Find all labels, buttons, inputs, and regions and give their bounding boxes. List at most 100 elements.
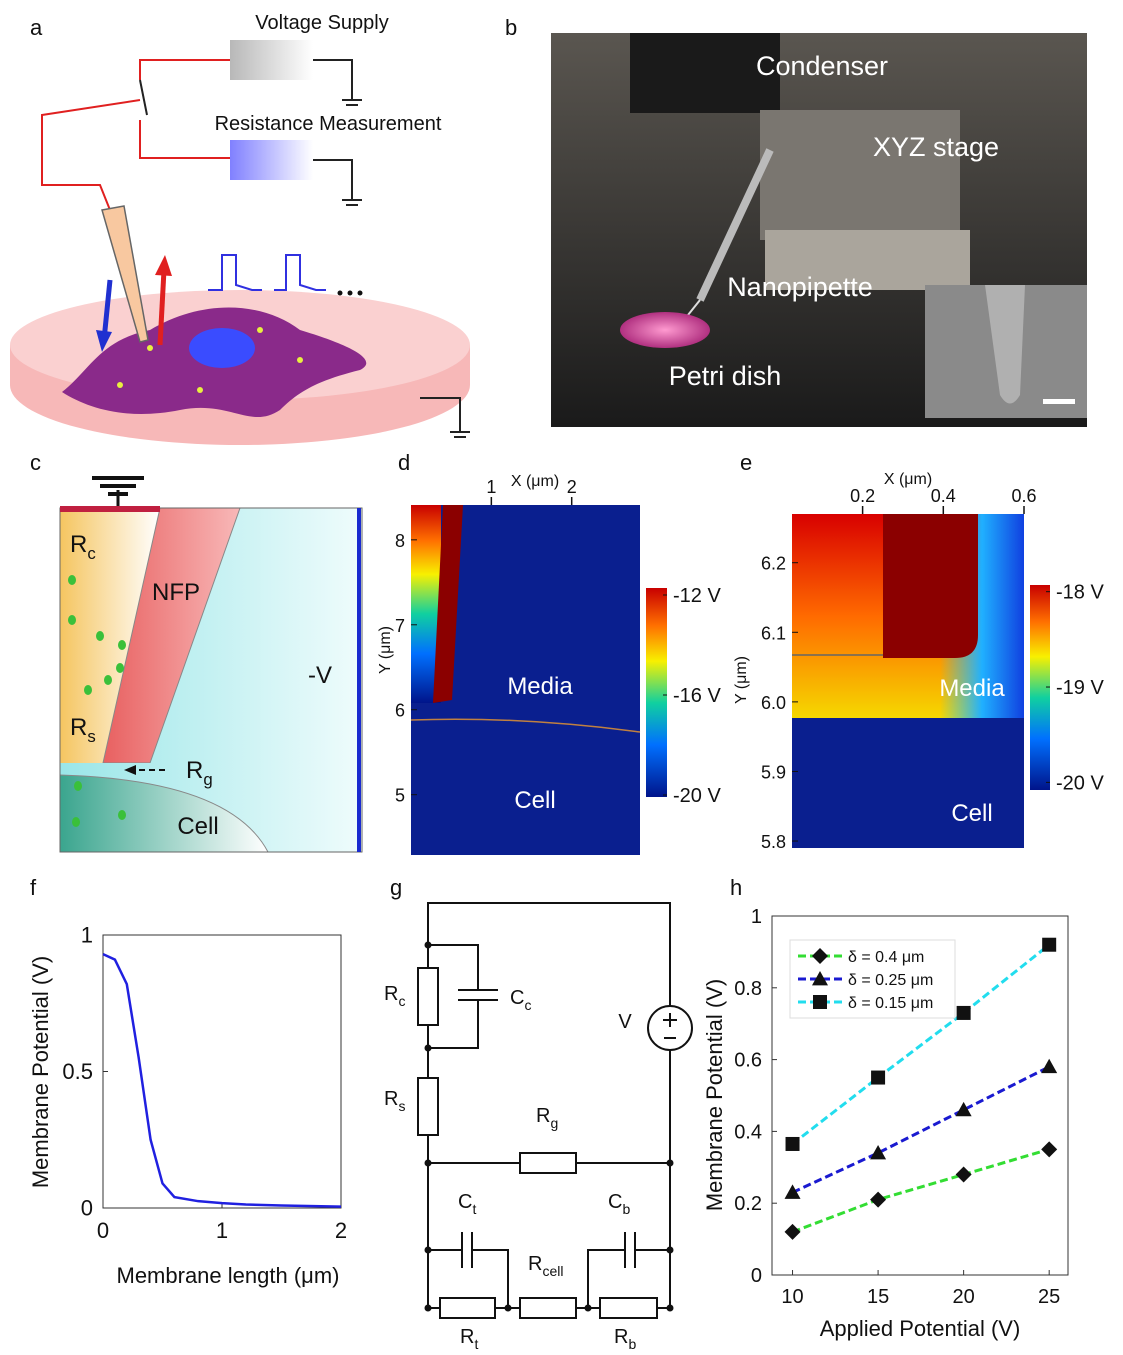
marker [785,1184,801,1198]
panel-label: g [390,875,402,900]
circuit-label: Rs [384,1088,405,1114]
panel-label: e [740,450,752,475]
panel-label: b [505,15,517,40]
panel-g-circuit [418,903,692,1318]
circuit-label-sub: s [398,1098,405,1114]
y-tick-label: 0.6 [734,1050,762,1072]
panel-b-photo [551,33,1087,427]
marker [785,1224,801,1240]
colorbar-tick-label: -18 V [1056,582,1104,604]
x-tick-label: 10 [781,1286,803,1308]
marker [956,1102,972,1116]
circuit-label: Cc [510,987,531,1013]
y-tick-label: 0 [751,1265,762,1287]
circuit-label: Cb [608,1191,630,1217]
marker [1041,1059,1057,1073]
circuit-label-base: R [614,1326,628,1348]
y-tick-label: 7 [395,616,405,636]
circuit-label-base: C [608,1191,622,1213]
panel-label: d [398,450,410,475]
circuit-label-base: C [458,1191,472,1213]
y-axis-label: Membrane Potential (V) [702,979,727,1211]
circuit-label-sub: t [474,1336,478,1352]
circuit-label-sub: c [398,993,405,1009]
schematic-label: -V [308,662,332,689]
photo-label: Petri dish [669,361,782,391]
marker [786,1137,800,1151]
y-tick-label: 1 [751,906,762,928]
circuit-label-sub: cell [542,1263,563,1279]
schematic-label-base: R [70,714,87,741]
y-tick-label: 5.9 [761,762,786,782]
circuit-label-sub: g [550,1115,558,1131]
legend-label: δ = 0.15 μm [848,995,933,1012]
series-line [793,1149,1050,1232]
panel-label: a [30,15,43,40]
colorbar-tick-label: -20 V [673,785,721,807]
circuit-label: Rb [614,1326,636,1352]
x-tick-label: 15 [867,1286,889,1308]
x-tick-label: 0 [97,1218,109,1243]
y-axis-label: Y (μm) [377,626,394,674]
x-tick-label: 1 [486,477,496,497]
marker [813,995,827,1009]
circuit-label: Rg [536,1105,558,1131]
circuit-label: Rt [460,1326,478,1352]
x-axis-label: Applied Potential (V) [820,1316,1021,1341]
series-line [793,1067,1050,1193]
plot-frame [103,935,341,1208]
circuit-label-base: C [510,987,524,1009]
circuit-label-base: R [460,1326,474,1348]
photo-label: XYZ stage [873,132,999,162]
circuit-label-base: R [384,1088,398,1110]
circuit-label-sub: b [628,1336,636,1352]
marker [957,1006,971,1020]
y-tick-label: 0.8 [734,978,762,1000]
instrument-label: Resistance Measurement [215,113,442,135]
y-axis-label: Y (μm) [733,656,750,704]
schematic-label-sub: c [87,544,95,563]
legend-label: δ = 0.25 μm [848,972,933,989]
x-tick-label: 2 [335,1218,347,1243]
y-tick-label: 0.4 [734,1121,762,1143]
photo-label: Condenser [756,51,888,81]
panel-label: h [730,875,742,900]
circuit-label-base: R [528,1253,542,1275]
x-tick-label: 2 [567,477,577,497]
y-tick-label: 0 [81,1196,93,1221]
y-axis-label: Membrane Potential (V) [28,956,53,1188]
y-tick-label: 8 [395,531,405,551]
y-tick-label: 1 [81,923,93,948]
circuit-label: V [618,1011,632,1033]
legend-label: δ = 0.4 μm [848,949,924,966]
instrument-label: Voltage Supply [255,12,388,34]
y-tick-label: 0.5 [62,1059,93,1084]
circuit-label: Ct [458,1191,476,1217]
marker [956,1166,972,1182]
schematic-label-base: R [70,531,87,558]
page: abcdefghVoltage SupplyResistance Measure… [0,0,1123,1355]
panel-label: c [30,450,41,475]
marker [1041,1141,1057,1157]
region-label: Cell [514,787,555,814]
panel-e-heatmap [792,514,1050,848]
circuit-label-base: R [536,1105,550,1127]
x-axis-label: X (μm) [511,473,559,490]
schematic-label-sub: s [87,727,95,746]
colorbar-tick-label: -20 V [1056,772,1104,794]
colorbar-tick-label: -16 V [673,685,721,707]
colorbar-tick-label: -12 V [673,585,721,607]
circuit-label-sub: t [472,1201,476,1217]
region-label: Media [507,673,573,700]
x-tick-label: 25 [1038,1286,1060,1308]
y-tick-label: 5 [395,786,405,806]
schematic-label: Cell [177,813,218,840]
x-axis-label: X (μm) [884,471,932,488]
x-tick-label: 0.4 [931,486,956,506]
y-tick-label: 6.2 [761,554,786,574]
circuit-label-sub: b [622,1201,630,1217]
circuit-label-base: R [384,983,398,1005]
schematic-label-base: R [186,757,203,784]
x-tick-label: 0.6 [1011,486,1036,506]
y-tick-label: 0.2 [734,1193,762,1215]
